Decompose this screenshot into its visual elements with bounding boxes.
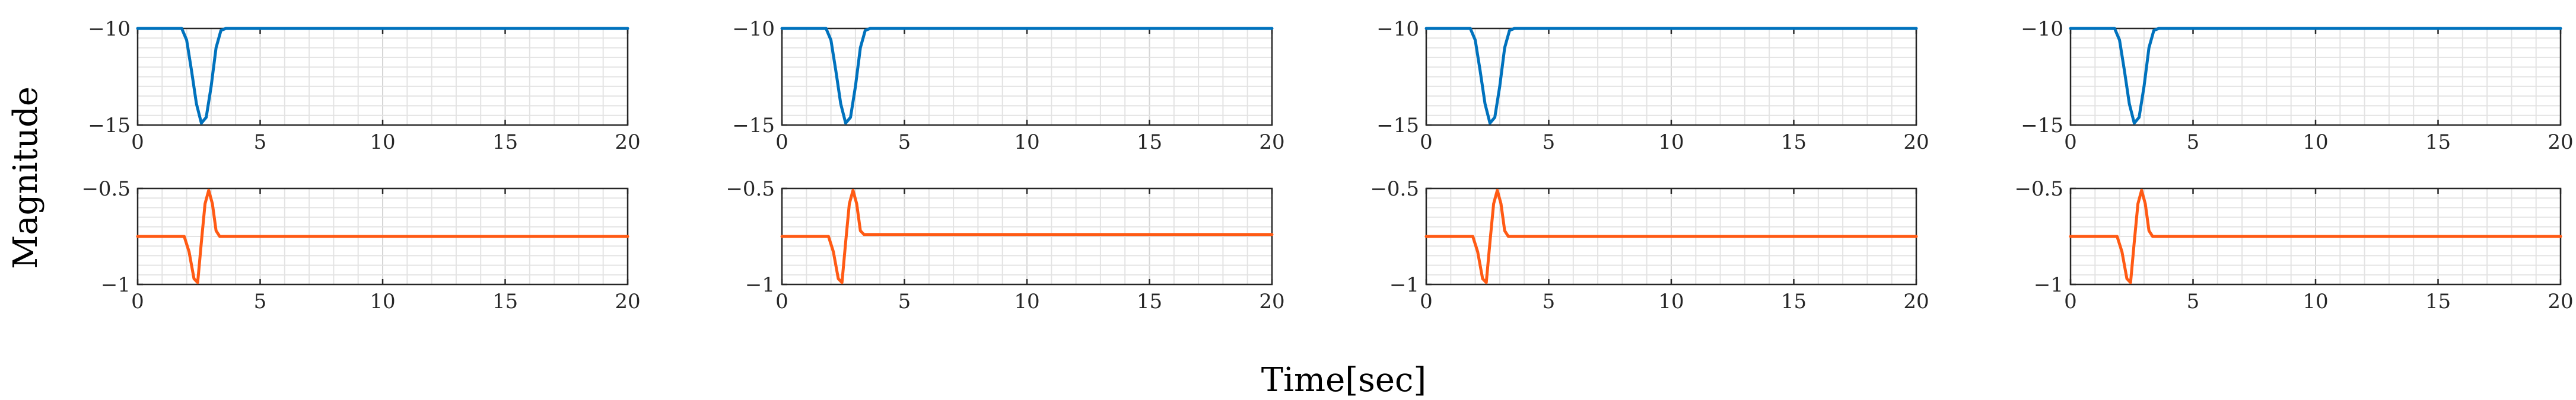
y-tick-label: −15 (88, 114, 131, 137)
y-tick-label: −15 (1376, 114, 1419, 137)
x-tick-label: 20 (2548, 130, 2573, 154)
x-tick-label: 20 (1259, 130, 1284, 154)
panel-column-3-bottom: 0 5 10 15 20 −1 −0.5 (1370, 177, 1929, 313)
series-line (136, 27, 629, 125)
x-tick-label: 10 (1014, 130, 1039, 154)
panel-column-1-top: 0 5 10 15 20 −15 −10 (88, 17, 640, 154)
x-tick-label: 0 (1420, 290, 1433, 313)
x-tick-label: 0 (1420, 130, 1433, 154)
x-tick-label: 10 (1658, 290, 1684, 313)
x-tick-label: 5 (2187, 130, 2200, 154)
x-tick-label: 0 (775, 130, 788, 154)
y-tick-label: −10 (1376, 17, 1419, 41)
x-tick-label: 0 (131, 290, 144, 313)
y-axis-title: Magnitude (7, 87, 45, 269)
x-tick-label: 20 (1259, 290, 1284, 313)
x-tick-label: 5 (898, 130, 911, 154)
y-tick-label: −10 (88, 17, 131, 41)
panel-column-1-bottom: 0 5 10 15 20 −1 −0.5 (81, 177, 640, 313)
y-tick-label: −10 (2021, 17, 2063, 41)
panel-column-2-bottom: 0 5 10 15 20 −1 −0.5 (726, 177, 1284, 313)
series-line (2069, 27, 2562, 125)
x-tick-label: 10 (370, 290, 395, 313)
panel-column-4-bottom: 0 5 10 15 20 −1 −0.5 (2014, 177, 2573, 313)
series-line (136, 188, 629, 284)
x-tick-label: 0 (2064, 130, 2077, 154)
series-line (2069, 188, 2562, 284)
x-tick-label: 10 (2303, 290, 2328, 313)
y-tick-label: −1 (745, 273, 775, 297)
series-line (1424, 27, 1918, 125)
x-tick-label: 15 (2425, 130, 2451, 154)
panel-column-4-top: 0 5 10 15 20 −15 −10 (2021, 17, 2573, 154)
x-tick-label: 15 (1137, 130, 1162, 154)
y-tick-label: −15 (732, 114, 775, 137)
x-tick-label: 10 (370, 130, 395, 154)
x-tick-label: 20 (615, 130, 640, 154)
panels: 0 5 10 15 20−15−100 5 10 15 20−1−0.50 5 10 15 20−15−… (81, 17, 2573, 313)
x-tick-label: 5 (1543, 130, 1556, 154)
x-tick-label: 20 (615, 290, 640, 313)
x-tick-label: 0 (131, 130, 144, 154)
panel-column-2-top: 0 5 10 15 20 −15 −10 (732, 17, 1284, 154)
y-tick-label: −0.5 (1370, 177, 1419, 201)
x-tick-label: 20 (1903, 290, 1929, 313)
x-tick-label: 0 (2064, 290, 2077, 313)
x-tick-label: 5 (1543, 290, 1556, 313)
x-tick-label: 5 (898, 290, 911, 313)
x-tick-label: 10 (1014, 290, 1039, 313)
x-tick-label: 5 (254, 290, 267, 313)
panel-column-3-top: 0 5 10 15 20 −15 −10 (1376, 17, 1929, 154)
x-tick-label: 15 (1137, 290, 1162, 313)
x-tick-label: 20 (1903, 130, 1929, 154)
x-axis-title: Time[sec] (1261, 361, 1426, 399)
x-tick-label: 10 (2303, 130, 2328, 154)
x-tick-label: 5 (2187, 290, 2200, 313)
x-tick-label: 10 (1658, 130, 1684, 154)
x-tick-label: 15 (2425, 290, 2451, 313)
y-tick-label: −1 (2034, 273, 2063, 297)
x-tick-label: 15 (1781, 130, 1807, 154)
x-tick-label: 5 (254, 130, 267, 154)
y-tick-label: −15 (2021, 114, 2063, 137)
x-tick-label: 15 (492, 290, 518, 313)
y-tick-label: −1 (1389, 273, 1419, 297)
x-tick-label: 15 (492, 130, 518, 154)
y-tick-label: −1 (101, 273, 131, 297)
y-tick-label: −0.5 (726, 177, 775, 201)
x-tick-label: 20 (2548, 290, 2573, 313)
series-line (1424, 188, 1918, 284)
series-line (780, 27, 1274, 125)
x-tick-label: 15 (1781, 290, 1807, 313)
x-tick-label: 0 (775, 290, 788, 313)
series-line (780, 188, 1274, 284)
y-tick-label: −0.5 (81, 177, 131, 201)
y-tick-label: −0.5 (2014, 177, 2063, 201)
y-tick-label: −10 (732, 17, 775, 41)
